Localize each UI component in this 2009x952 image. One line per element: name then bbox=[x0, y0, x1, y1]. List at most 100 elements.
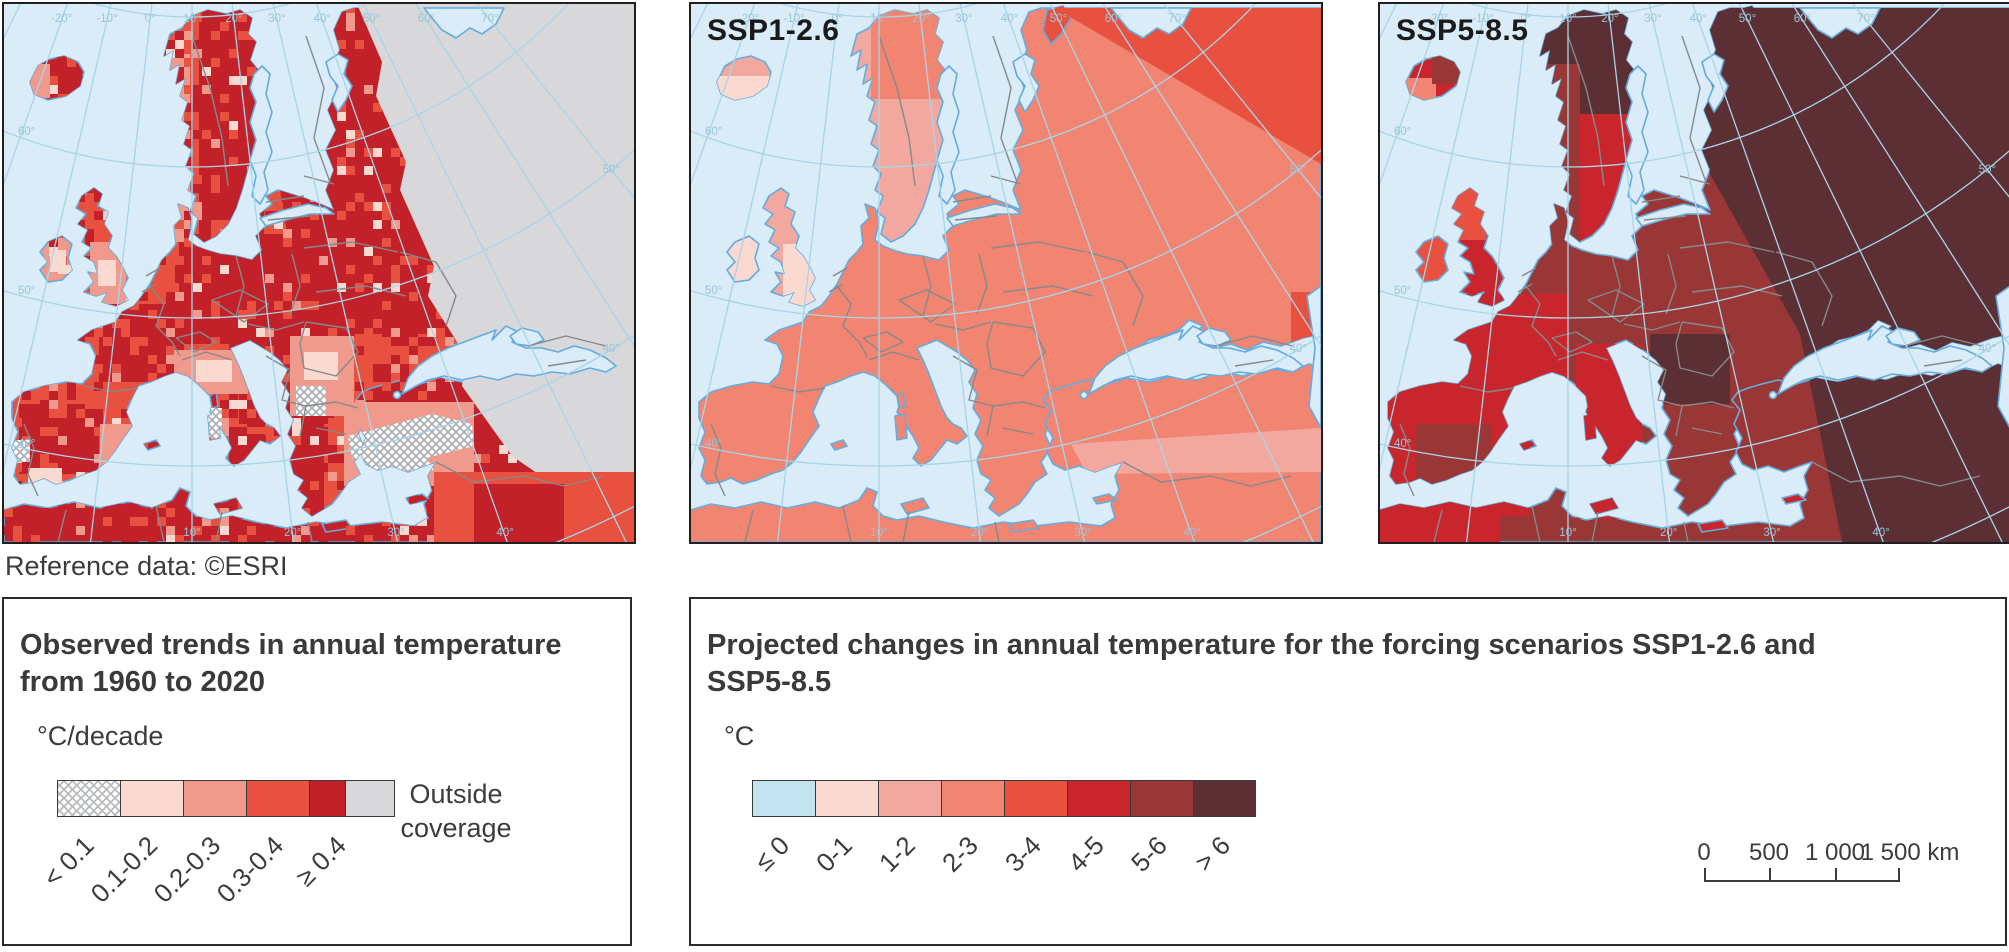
svg-text:10°: 10° bbox=[183, 13, 200, 25]
svg-text:10°: 10° bbox=[183, 527, 200, 539]
svg-text:10°: 10° bbox=[1559, 527, 1576, 539]
legend-class-label: > 6 bbox=[1188, 830, 1237, 878]
svg-text:-20°: -20° bbox=[51, 13, 72, 25]
svg-text:50°: 50° bbox=[705, 285, 722, 297]
scale-bar-label: 500 bbox=[1748, 839, 1790, 866]
legend-swatch-0.3-0.4 bbox=[246, 780, 311, 817]
svg-text:10°: 10° bbox=[1559, 13, 1576, 25]
svg-text:60°: 60° bbox=[1394, 126, 1411, 138]
scale-bar-label: 1 500 km bbox=[1860, 839, 1960, 866]
svg-text:60°: 60° bbox=[705, 126, 722, 138]
legend-swatch-4-5 bbox=[1067, 780, 1132, 817]
svg-text:30°: 30° bbox=[1074, 527, 1091, 539]
svg-text:40°: 40° bbox=[1290, 343, 1307, 355]
legend-class-label: 2-3 bbox=[936, 830, 985, 878]
svg-text:20°: 20° bbox=[284, 527, 301, 539]
svg-text:70°: 70° bbox=[1857, 13, 1874, 25]
legend-class-label: 4-5 bbox=[1062, 830, 1111, 878]
svg-text:50°: 50° bbox=[603, 164, 620, 176]
svg-text:-20°: -20° bbox=[1427, 13, 1448, 25]
legend-observed: Observed trends in annual temperature fr… bbox=[2, 597, 632, 946]
svg-text:40°: 40° bbox=[1183, 527, 1200, 539]
svg-text:10°: 10° bbox=[870, 13, 887, 25]
scale-bar: 0 500 1 000 1 500 km bbox=[1697, 839, 1959, 887]
svg-text:30°: 30° bbox=[387, 527, 404, 539]
legend-class-label: 0.2-0.3 bbox=[147, 830, 227, 909]
svg-text:70°: 70° bbox=[1168, 13, 1185, 25]
svg-text:20°: 20° bbox=[1660, 527, 1677, 539]
scale-bar-line bbox=[1704, 868, 1900, 882]
legend-projected-swatches bbox=[752, 780, 1256, 817]
svg-text:30°: 30° bbox=[955, 13, 972, 25]
svg-text:0°: 0° bbox=[145, 13, 156, 25]
scale-bar-tick bbox=[1835, 868, 1837, 880]
legend-swatch-2-3 bbox=[941, 780, 1006, 817]
scale-bar-label: 0 bbox=[1697, 839, 1711, 866]
legend-class-label: 3-4 bbox=[999, 830, 1048, 878]
legend-swatch-0-1 bbox=[815, 780, 880, 817]
svg-text:40°: 40° bbox=[1872, 527, 1889, 539]
legend-swatch-0.2-0.3 bbox=[183, 780, 248, 817]
svg-text:50°: 50° bbox=[1739, 13, 1756, 25]
legend-swatch->6 bbox=[1193, 780, 1256, 817]
svg-text:40°: 40° bbox=[314, 13, 331, 25]
svg-text:40°: 40° bbox=[603, 343, 620, 355]
svg-text:30°: 30° bbox=[1644, 13, 1661, 25]
legend-observed-unit: °C/decade bbox=[37, 721, 164, 751]
svg-text:20°: 20° bbox=[971, 527, 988, 539]
legend-observed-swatches bbox=[57, 780, 372, 817]
svg-text:50°: 50° bbox=[1290, 164, 1307, 176]
svg-text:0°: 0° bbox=[832, 13, 843, 25]
legend-projected: Projected changes in annual temperature … bbox=[689, 597, 2007, 946]
svg-text:0°: 0° bbox=[1521, 13, 1532, 25]
svg-text:10°: 10° bbox=[870, 527, 887, 539]
legend-swatch-1-2 bbox=[878, 780, 943, 817]
legend-observed-title: Observed trends in annual temperature fr… bbox=[20, 629, 562, 698]
legend-swatch-3-4 bbox=[1004, 780, 1069, 817]
svg-text:50°: 50° bbox=[18, 285, 35, 297]
scale-bar-tick bbox=[1898, 868, 1900, 880]
legend-class-label: ≤ 0 bbox=[748, 830, 796, 877]
svg-text:50°: 50° bbox=[1979, 164, 1996, 176]
legend-projected-unit: °C bbox=[724, 721, 755, 751]
svg-text:70°: 70° bbox=[481, 13, 498, 25]
legend-class-label: 0-1 bbox=[810, 830, 859, 878]
scale-bar-tick bbox=[1704, 868, 1706, 880]
svg-text:40°: 40° bbox=[1690, 13, 1707, 25]
svg-text:20°: 20° bbox=[1601, 13, 1618, 25]
svg-text:50°: 50° bbox=[363, 13, 380, 25]
legend-swatch-≤0 bbox=[752, 780, 817, 817]
legend-swatch-0.1-0.2 bbox=[120, 780, 185, 817]
svg-text:60°: 60° bbox=[418, 13, 435, 25]
legend-projected-title: Projected changes in annual temperature … bbox=[707, 629, 1816, 698]
panel-label-ssp585: SSP5-8.5 bbox=[1396, 14, 1529, 47]
svg-text:30°: 30° bbox=[268, 13, 285, 25]
svg-text:60°: 60° bbox=[1794, 13, 1811, 25]
svg-text:-10°: -10° bbox=[1472, 13, 1493, 25]
reference-data-note: Reference data: ©ESRI bbox=[5, 551, 288, 581]
legend-swatch-5-6 bbox=[1130, 780, 1195, 817]
svg-text:40°: 40° bbox=[18, 438, 35, 450]
scale-bar-tick bbox=[1769, 868, 1771, 880]
map-ssp1-2.6: SSP1-2.6 -20° -10° 0° 10° 20° 30° 40° 50° 60° 70°… bbox=[689, 2, 1323, 544]
map-ssp5-8.5: SSP5-8.5 -20° -10° 0° 10° 20° 30° 40° 50° 60° 70°… bbox=[1378, 2, 2009, 544]
svg-text:60°: 60° bbox=[1105, 13, 1122, 25]
svg-text:30°: 30° bbox=[1763, 527, 1780, 539]
panel-label-ssp126: SSP1-2.6 bbox=[707, 14, 840, 47]
svg-text:50°: 50° bbox=[1394, 285, 1411, 297]
svg-text:40°: 40° bbox=[1394, 438, 1411, 450]
svg-text:-20°: -20° bbox=[738, 13, 759, 25]
legend-swatch-<0.1 bbox=[57, 780, 122, 817]
svg-text:40°: 40° bbox=[1001, 13, 1018, 25]
scale-bar-label: 1 000 bbox=[1804, 839, 1866, 866]
outside-coverage-label: Outside coverage bbox=[400, 779, 512, 843]
map-observed-trends: -20° -10° 0° 10° 20° 30° 40° 50° 60° 70° 10° 20° 30°… bbox=[2, 2, 636, 544]
svg-text:60°: 60° bbox=[18, 126, 35, 138]
svg-text:40°: 40° bbox=[496, 527, 513, 539]
legend-class-label: 1-2 bbox=[873, 830, 922, 878]
svg-text:20°: 20° bbox=[912, 13, 929, 25]
svg-text:40°: 40° bbox=[1979, 343, 1996, 355]
svg-text:-10°: -10° bbox=[783, 13, 804, 25]
legend-class-label: 0.1-0.2 bbox=[84, 830, 164, 909]
